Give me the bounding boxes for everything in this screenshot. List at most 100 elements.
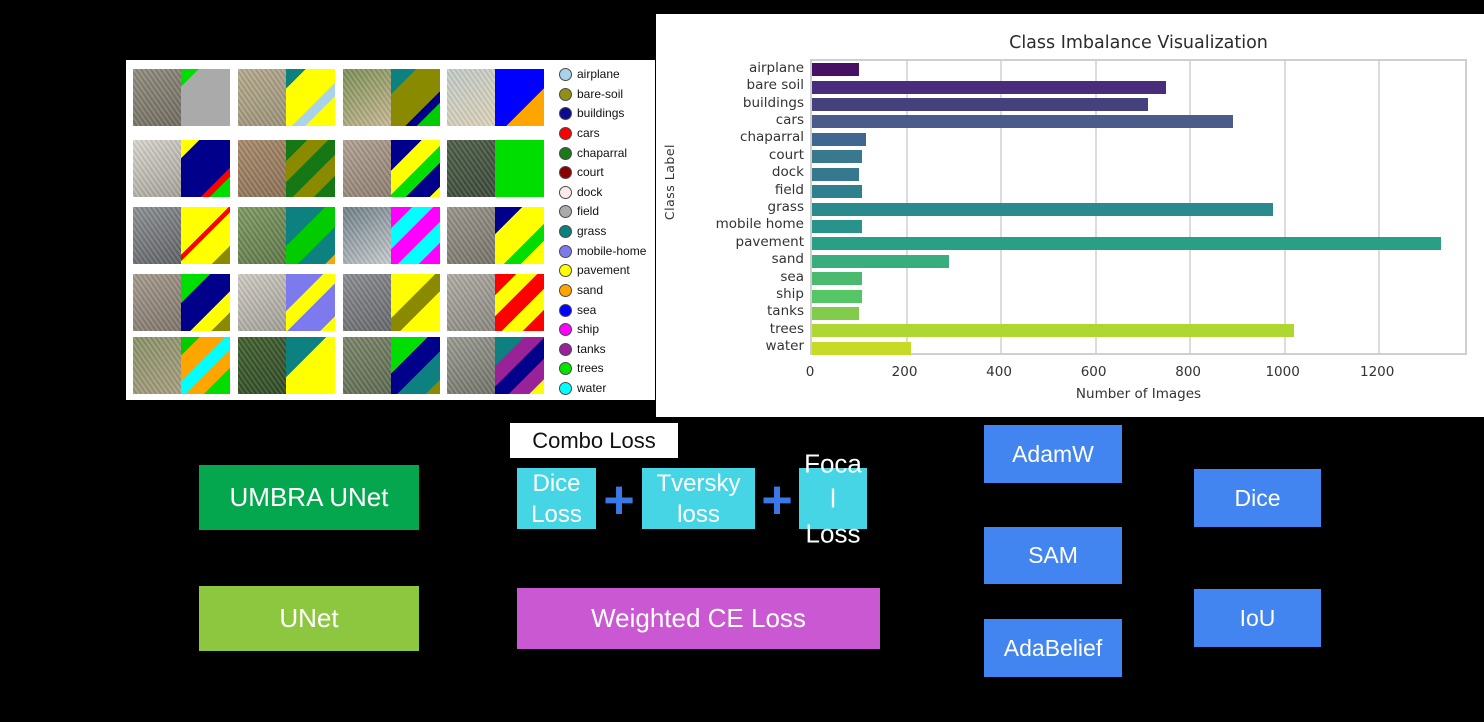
legend-item-court: court [559, 166, 653, 180]
ytick-label-sand: sand [771, 251, 804, 268]
sample-cell-r4c2 [238, 274, 335, 331]
segmentation-mask [286, 207, 335, 264]
segmentation-mask [391, 207, 440, 264]
legend-item-buildings: buildings [559, 107, 653, 121]
sample-cell-r3c3 [343, 207, 440, 264]
bar-trees [812, 324, 1295, 338]
chaparral-swatch-icon [559, 146, 572, 160]
aerial-photo [447, 140, 495, 197]
xtick-label-400: 400 [986, 364, 1012, 380]
segmentation-mask [286, 337, 335, 394]
ytick-label-water: water [765, 338, 804, 355]
segmentation-mask [286, 140, 335, 197]
segmentation-mask [391, 274, 440, 331]
plus-icon: + [761, 470, 793, 530]
sample-cell-r2c3 [343, 140, 440, 197]
bar-tanks [812, 306, 860, 320]
loss-box-focal: Foca l Loss [799, 448, 867, 548]
water-swatch-icon [559, 382, 572, 395]
aerial-photo [343, 274, 391, 331]
combo-loss-header: Combo Loss [510, 423, 678, 458]
segmentation-mask [181, 274, 230, 331]
sample-cell-r5c3 [343, 337, 440, 394]
legend-label: airplane [577, 67, 620, 81]
bar-bare-soil [812, 80, 1167, 94]
aerial-photo [133, 140, 181, 197]
sample-cell-r5c1 [133, 337, 230, 394]
segmentation-mask [495, 207, 544, 264]
gridline-1200 [1378, 61, 1381, 353]
x-axis-label: Number of Images [1075, 386, 1202, 402]
xtick-label-1200: 1200 [1360, 364, 1395, 380]
legend-label: trees [577, 361, 604, 376]
gridline-1000 [1283, 61, 1286, 353]
bar-cars [812, 115, 1233, 129]
legend-label: sand [577, 282, 604, 297]
y-axis-label: Class Label [662, 144, 677, 221]
aerial-photo [343, 69, 391, 126]
court-swatch-icon [559, 166, 572, 180]
bar-chaparral [812, 132, 867, 146]
legend-item-sand: sand [559, 282, 653, 297]
segmentation-mask [181, 337, 230, 394]
bar-water [812, 341, 912, 355]
aerial-photo [343, 337, 391, 394]
bare-soil-swatch-icon [559, 87, 572, 101]
loss-box-dice-text: Dice Loss [531, 469, 582, 528]
legend-item-field: field [559, 205, 653, 219]
bar-sand [812, 254, 950, 268]
legend-item-pavement: pavement [559, 263, 653, 278]
ytick-label-sea: sea [780, 268, 804, 285]
buildings-swatch-icon [559, 107, 572, 121]
metric-box-iou: IoU [1194, 589, 1321, 647]
legend-label: pavement [577, 263, 630, 278]
segmentation-mask [495, 69, 544, 126]
legend-label: cars [577, 125, 600, 140]
bar-pavement [812, 237, 1441, 251]
ytick-label-grass: grass [767, 199, 804, 215]
sand-swatch-icon [559, 283, 572, 297]
sample-cell-r5c4 [447, 337, 544, 394]
legend-item-tanks: tanks [559, 342, 653, 356]
legend-item-airplane: airplane [559, 68, 653, 81]
sample-cell-r4c3 [343, 274, 440, 331]
mobile-home-swatch-icon [559, 244, 572, 258]
sample-cell-r4c1 [133, 274, 230, 331]
ytick-label-pavement: pavement [735, 233, 804, 250]
aerial-photo [133, 207, 181, 264]
metric-box-dice: Dice [1194, 469, 1321, 527]
bar-mobile-home [812, 219, 862, 233]
sample-cell-r3c2 [238, 207, 335, 264]
class-legend: airplane bare-soil buildings cars chaparral c… [559, 68, 653, 395]
loss-box-tversky: Tversky loss [642, 468, 755, 529]
bar-airplane [812, 63, 860, 77]
segmentation-mask [181, 69, 230, 126]
model-box-unet: UNet [199, 586, 419, 651]
sea-swatch-icon [559, 303, 572, 317]
aerial-photo [133, 274, 181, 331]
xtick-label-0: 0 [805, 364, 815, 380]
plot-area [810, 59, 1467, 355]
optimizer-box-sam: SAM [984, 527, 1122, 584]
ytick-label-field: field [774, 181, 804, 198]
legend-item-chaparral: chaparral [559, 146, 653, 160]
pavement-swatch-icon [559, 264, 572, 278]
ytick-label-dock: dock [771, 164, 804, 181]
loss-box-focal-text: Foca l Loss [804, 448, 862, 548]
optimizer-box-adamw: AdamW [984, 425, 1122, 483]
aerial-photo [133, 69, 181, 126]
ytick-label-buildings: buildings [742, 94, 804, 111]
segmentation-mask [495, 140, 544, 197]
ytick-label-ship: ship [776, 286, 804, 303]
bar-sea [812, 272, 862, 286]
segmentation-mask [495, 337, 544, 394]
ytick-label-tanks: tanks [767, 303, 804, 320]
tanks-swatch-icon [559, 342, 572, 356]
segmentation-mask [286, 69, 335, 126]
aerial-photo [238, 207, 286, 264]
legend-label: ship [577, 322, 600, 337]
legend-item-water: water [559, 382, 653, 395]
sample-cell-r1c1 [133, 69, 230, 126]
sample-cell-r3c1 [133, 207, 230, 264]
field-swatch-icon [559, 205, 572, 219]
